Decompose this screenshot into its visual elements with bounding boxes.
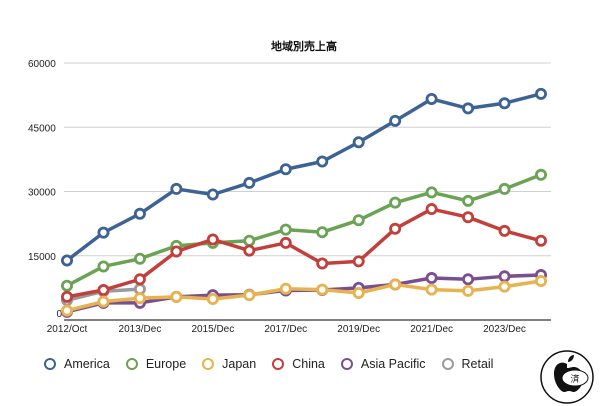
y-tick-label: 60000 [28,59,56,70]
data-point [389,114,402,127]
y-tick-label: 45000 [28,123,56,134]
x-tick-label: 2017/Dec [264,324,307,335]
data-point [316,283,329,296]
data-point [352,287,365,300]
data-point [316,155,329,168]
data-point [389,222,402,235]
x-tick-label: 2015/Dec [191,324,234,335]
data-point [61,279,74,292]
data-point [352,255,365,268]
data-point [462,284,475,297]
legend-item: Asia Pacific [340,357,426,371]
series-line-japan [66,279,542,313]
data-point [133,292,146,305]
series-line-china [66,207,542,299]
data-point [206,293,219,306]
data-point [279,282,292,295]
data-point [97,260,110,273]
data-point [206,188,219,201]
legend-marker [441,358,454,370]
x-tick-label: 2021/Dec [410,324,453,335]
data-point [535,87,548,100]
data-point [243,289,256,302]
data-point [498,280,511,293]
data-point [425,203,438,216]
data-point [535,234,548,247]
data-point [133,273,146,286]
data-point [425,272,438,285]
data-point [352,214,365,227]
chart-title: 地域別売上高 [271,39,337,53]
legend-item: Europe [125,357,187,371]
data-point [97,295,110,308]
data-point [243,176,256,189]
legend-label: China [292,357,325,371]
data-point [462,194,475,207]
y-tick-label: 30000 [28,188,56,199]
legend-item: Retail [441,357,494,371]
data-point [498,270,511,283]
data-point [97,284,110,297]
legend-label: America [64,357,110,371]
x-tick-label: 2013/Dec [119,324,162,335]
legend-marker [340,358,353,370]
data-point [170,182,183,195]
x-tick-label: 2019/Dec [337,324,380,335]
data-point [279,236,292,249]
x-tick-label: 2023/Dec [483,324,526,335]
data-point [462,211,475,224]
data-point [535,168,548,181]
data-point [206,233,219,246]
watermark-text: 済 [570,373,579,385]
data-point [61,254,74,267]
data-point [389,196,402,209]
legend-item: China [272,357,325,371]
data-point [316,257,329,270]
series-line-europe [66,173,542,288]
data-point [243,234,256,247]
data-point [170,290,183,303]
data-point [498,97,511,110]
data-point [462,102,475,115]
data-point [425,283,438,296]
legend-marker [272,358,285,370]
data-point [61,290,74,303]
data-point [243,244,256,257]
data-point [279,163,292,176]
data-point [133,252,146,265]
data-point [352,136,365,149]
data-point [535,275,548,288]
data-point [498,224,511,237]
legend: America Europe Japan China Asia Pacific Retai… [44,357,509,371]
y-tick-label: 0 [56,309,62,320]
data-point [316,226,329,239]
series-line-america [65,92,542,262]
legend-marker [44,358,56,370]
data-point [279,223,292,236]
legend-item: Japan [202,357,256,371]
legend-label: Asia Pacific [360,357,426,371]
watermark-logo: 済 [540,350,594,404]
legend-label: Japan [222,357,257,371]
x-tick-label: 2012/Oct [47,324,88,335]
data-point [425,92,438,105]
legend-label: Europe [145,357,187,371]
data-point [170,245,183,258]
legend-label: Retail [461,357,494,371]
data-point [498,182,511,195]
data-point [61,304,74,317]
data-point [133,207,146,220]
legend-marker [202,358,215,370]
legend-marker [125,358,138,370]
y-tick-label: 15000 [28,252,56,263]
legend-item: America [44,357,110,371]
data-point [97,226,110,239]
data-point [425,186,438,199]
data-point [389,278,402,291]
data-point [462,273,475,286]
